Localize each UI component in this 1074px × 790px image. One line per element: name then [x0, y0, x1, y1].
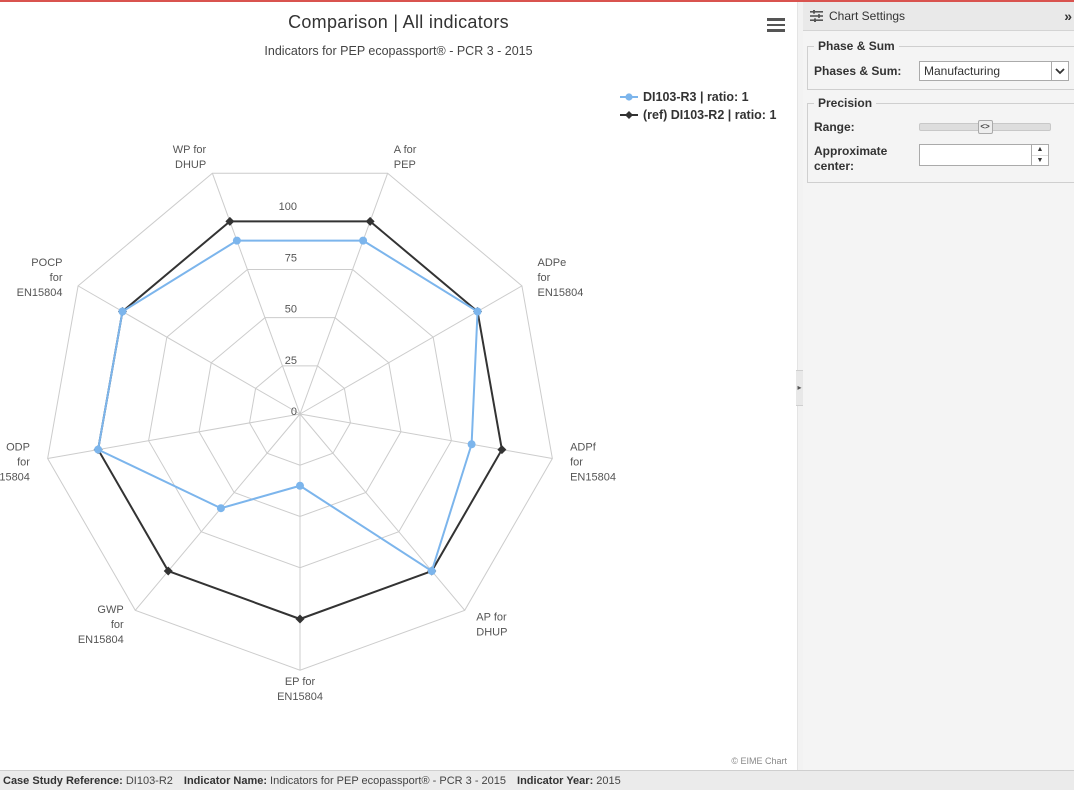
approximate-center-label: Approximate center:	[814, 144, 919, 174]
radar-spoke	[77, 285, 301, 415]
legend-circle-marker-icon	[620, 93, 638, 101]
radar-chart: 0 25 50 75 100 A for PEP ADPe for EN15804 ADPf for E…	[0, 144, 616, 703]
double-chevron-right-icon[interactable]: »	[1064, 8, 1072, 24]
radar-spoke	[211, 173, 301, 415]
category-label: GWP for EN15804	[78, 604, 124, 646]
radial-tick-label: 100	[279, 201, 297, 213]
legend-item-series-2[interactable]: (ref) DI103-R2 | ratio: 1	[620, 106, 776, 124]
data-point-series-1	[296, 481, 304, 490]
data-point-series-1	[473, 307, 482, 316]
range-label: Range:	[814, 120, 855, 134]
indicator-year-label: Indicator Year:	[517, 774, 594, 787]
category-label: WP for DHUP	[173, 144, 207, 171]
approximate-center-input[interactable]: ▲ ▼	[919, 144, 1049, 166]
category-label: ADPf for EN15804	[570, 442, 616, 484]
data-point-series-1	[94, 445, 103, 454]
data-point-series-2	[365, 216, 375, 226]
indicator-name-label: Indicator Name:	[183, 774, 268, 787]
phases-sum-selected-value: Manufacturing	[924, 64, 1001, 78]
radar-spoke	[134, 413, 301, 611]
radar-gridline-2	[148, 269, 452, 569]
settings-list-icon	[810, 10, 823, 22]
center-spinner[interactable]: ▲ ▼	[1031, 145, 1048, 165]
spin-up-icon[interactable]: ▲	[1036, 146, 1044, 154]
data-point-series-1	[427, 567, 436, 576]
approximate-center-label-line1: Approximate	[814, 144, 888, 158]
category-label: AP for DHUP	[476, 612, 507, 639]
radar-gridline-1	[198, 317, 402, 518]
radar-spoke	[299, 413, 466, 611]
precision-section: Precision Range: <> Approximate center: …	[807, 96, 1074, 183]
phase-sum-section: Phase & Sum Phases & Sum: Manufacturing	[807, 39, 1074, 90]
data-point-series-1	[118, 307, 127, 316]
data-point-series-2	[295, 614, 305, 624]
chart-credits[interactable]: © EIME Chart	[731, 756, 787, 766]
case-study-value: DI103-R2	[125, 774, 173, 787]
phases-sum-select[interactable]: Manufacturing	[919, 61, 1069, 81]
indicator-name-value: Indicators for PEP ecopassport® - PCR 3 …	[270, 774, 507, 787]
top-accent-line	[0, 0, 1074, 2]
category-label: EP for EN15804	[277, 676, 323, 703]
radar-spoke	[299, 173, 389, 415]
status-bar: Case Study Reference: DI103-R2 Indicator…	[0, 770, 1074, 790]
hamburger-menu-icon[interactable]	[767, 18, 785, 32]
panel-title: Chart Settings	[829, 9, 906, 23]
series-line-2	[97, 220, 503, 621]
chevron-down-icon[interactable]	[1051, 62, 1068, 80]
spin-down-icon[interactable]: ▼	[1032, 154, 1048, 166]
radar-gridline-0	[249, 365, 351, 466]
category-label: A for PEP	[394, 144, 417, 171]
approximate-center-label-line2: center:	[814, 159, 855, 173]
chart-subtitle: Indicators for PEP ecopassport® - PCR 3 …	[264, 44, 533, 58]
range-slider[interactable]: <>	[919, 120, 1051, 134]
data-point-series-2	[225, 216, 235, 226]
chart-settings-panel: Chart Settings » Phase & Sum Phases & Su…	[803, 2, 1074, 770]
phases-sum-label: Phases & Sum:	[814, 64, 902, 78]
data-point-series-2	[497, 445, 507, 455]
category-label: POCP for EN15804	[17, 257, 63, 299]
legend-label-series-2: (ref) DI103-R2 | ratio: 1	[643, 108, 777, 122]
precision-legend: Precision	[818, 96, 873, 110]
chart-area: Comparison | All indicators Indicators f…	[0, 2, 797, 770]
category-label: ADPe for EN15804	[538, 257, 584, 299]
case-study-label: Case Study Reference:	[3, 774, 123, 787]
legend-label-series-1: DI103-R3 | ratio: 1	[643, 90, 749, 104]
radial-tick-label: 0	[291, 406, 297, 418]
data-point-series-1	[467, 440, 476, 449]
radar-spoke	[47, 413, 301, 459]
radial-tick-label: 50	[285, 304, 297, 316]
chart-title: Comparison | All indicators	[288, 12, 509, 32]
series-line-1	[96, 239, 479, 573]
radial-tick-label: 75	[285, 252, 297, 264]
legend-diamond-marker-icon	[620, 111, 638, 119]
radial-tick-label: 25	[285, 355, 297, 367]
panel-header: Chart Settings »	[803, 2, 1074, 31]
data-point-series-1	[216, 504, 225, 513]
chart-legend: DI103-R3 | ratio: 1 (ref) DI103-R2 | rat…	[620, 88, 776, 124]
radar-spoke	[299, 285, 523, 415]
indicator-year-value: 2015	[596, 774, 621, 787]
radar-spoke	[299, 413, 553, 459]
category-label: ODPforEN15804	[0, 442, 30, 484]
data-point-series-1	[359, 236, 368, 245]
data-point-series-1	[232, 236, 241, 245]
radar-gridline-4	[47, 172, 553, 671]
phase-sum-legend: Phase & Sum	[818, 39, 895, 53]
legend-item-series-1[interactable]: DI103-R3 | ratio: 1	[620, 88, 776, 106]
range-slider-handle[interactable]: <>	[977, 120, 993, 134]
data-point-series-2	[163, 566, 173, 576]
